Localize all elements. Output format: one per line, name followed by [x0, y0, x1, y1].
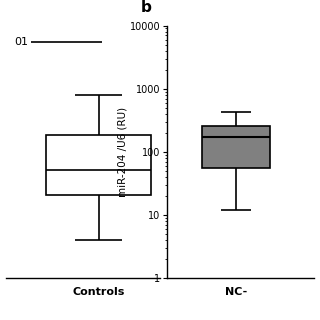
- Text: 01: 01: [14, 37, 28, 47]
- Y-axis label: miR-204 /U6 (RU): miR-204 /U6 (RU): [117, 107, 127, 197]
- FancyBboxPatch shape: [202, 126, 270, 168]
- Text: b: b: [141, 1, 152, 15]
- FancyBboxPatch shape: [46, 135, 151, 195]
